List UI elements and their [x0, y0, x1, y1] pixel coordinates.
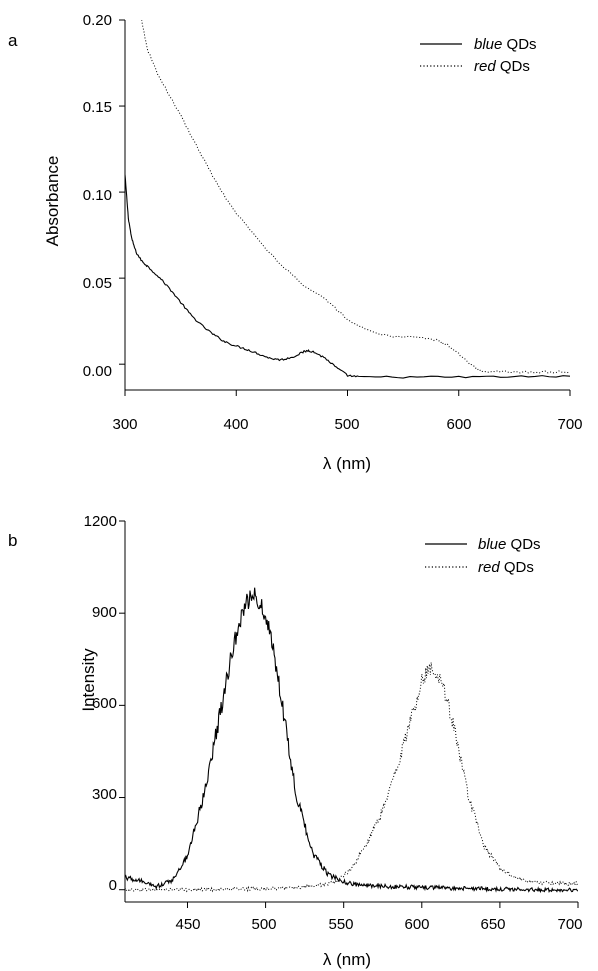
panel-b-ytick: 900	[92, 604, 117, 621]
panel-a-ylabel: Absorbance	[43, 156, 62, 247]
panel-b-plot	[119, 520, 579, 908]
panel-a-ytick: 0.10	[83, 187, 112, 204]
panel-a-xtick: 600	[446, 416, 471, 433]
legend-label-red: red QDs	[474, 58, 530, 75]
panel-a: a Absorbance λ (nm) 0.00 0.05 0.10 0.15 …	[8, 12, 583, 473]
legend-label-blue: blue QDs	[474, 36, 537, 53]
panel-a-yticks: 0.00 0.05 0.10 0.15 0.20	[83, 12, 112, 380]
panel-a-ytick: 0.05	[83, 275, 112, 292]
panel-b-legend: blue QDs red QDs	[425, 536, 541, 576]
panel-a-plot	[119, 19, 571, 396]
series-line-blue	[125, 174, 570, 379]
panel-b-xlabel: λ (nm)	[323, 950, 371, 969]
legend-label-blue: blue QDs	[478, 536, 541, 553]
panel-a-xtick: 700	[557, 416, 582, 433]
panel-b-letter: b	[8, 531, 17, 550]
panel-b-xtick: 450	[175, 916, 200, 933]
panel-b-ytick: 300	[92, 786, 117, 803]
panel-b-ytick: 600	[92, 695, 117, 712]
panel-b-xticks: 450 500 550 600 650 700	[175, 916, 582, 933]
panel-b-xtick: 500	[251, 916, 276, 933]
panel-a-xtick: 400	[223, 416, 248, 433]
series-line-blue	[125, 587, 578, 894]
panel-a-xtick: 500	[334, 416, 359, 433]
panel-a-xtick: 300	[112, 416, 137, 433]
legend-label-red: red QDs	[478, 559, 534, 576]
series-line-red	[141, 20, 570, 374]
panel-b-ylabel: Intensity	[79, 648, 98, 712]
panel-a-legend: blue QDs red QDs	[420, 36, 537, 75]
series-line-red	[125, 662, 578, 893]
panel-a-ytick: 0.20	[83, 12, 112, 29]
panel-a-ytick: 0.15	[83, 99, 112, 116]
panel-b: b Intensity λ (nm) 0 300 600 900 1200 45…	[8, 513, 583, 969]
panel-b-xtick: 650	[480, 916, 505, 933]
panel-b-xtick: 600	[404, 916, 429, 933]
panel-a-xticks: 300 400 500 600 700	[112, 416, 582, 433]
panel-a-letter: a	[8, 31, 18, 50]
panel-b-yticks: 0 300 600 900 1200	[84, 513, 117, 894]
panel-b-ytick: 1200	[84, 513, 117, 530]
panel-a-ytick: 0.00	[83, 363, 112, 380]
panel-b-xtick: 700	[557, 916, 582, 933]
panel-b-xtick: 550	[328, 916, 353, 933]
panel-a-xlabel: λ (nm)	[323, 454, 371, 473]
panel-b-ytick: 0	[109, 877, 117, 894]
